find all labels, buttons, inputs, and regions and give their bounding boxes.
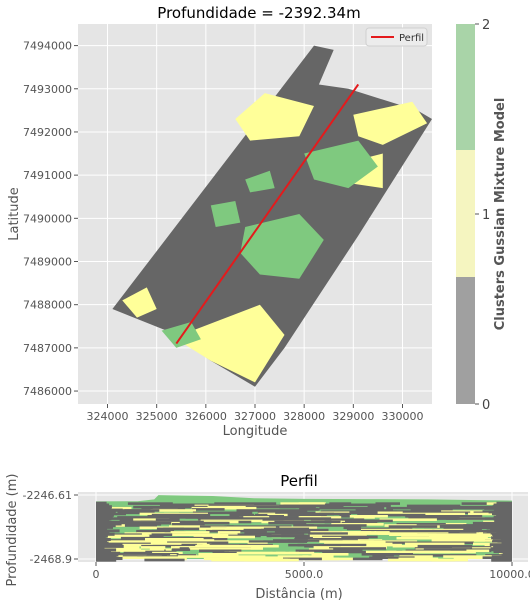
colorbar-segment-0 [456,277,475,404]
profile-cluster-0-band [96,559,116,562]
map-x-tick-label: 324000 [87,410,129,423]
map-y-tick-label: 7490000 [23,212,72,225]
map-y-tick-label: 7494000 [23,40,72,53]
map-y-tick-label: 7486000 [23,385,72,398]
profile-cluster-0-band [267,535,310,538]
cluster-2-region [211,201,241,227]
profile-cluster-0-band [389,525,438,528]
colorbar: 2 1 0 Clusters Gussian Mixture Model [456,18,508,413]
profile-x-axis-label: Distância (m) [255,587,342,602]
profile-cluster-0-band [144,559,184,562]
profile-cluster-1-band [299,502,325,505]
map-y-axis-label: Latitude [7,187,22,241]
profile-x-tick-label: 10000.0 [489,568,530,581]
profile-cluster-0-band [368,505,391,508]
profile-cluster-1-band [354,516,375,519]
profile-section [96,495,512,562]
profile-cluster-1-band [405,543,465,546]
profile-cluster-0-band [386,507,441,510]
profile-cluster-0-band [491,559,512,562]
profile-cluster-1-band [312,553,349,556]
profile-cluster-0-band [148,535,164,538]
colorbar-segment-2 [456,24,475,150]
map-x-tick-label: 329000 [332,410,374,423]
colorbar-tick-1: 1 [482,208,490,223]
map-x-tick-label: 328000 [283,410,325,423]
profile-cluster-1-band [397,537,467,540]
map-y-tick-label: 7492000 [23,126,72,139]
map-x-tick-label: 327000 [234,410,276,423]
profile-plot-area: 0 5000.0 10000.0 -2246.61 -2468.9 Perfil Di… [5,472,530,602]
map-x-tick-label: 330000 [382,410,424,423]
profile-x-tick-label: 0 [93,568,100,581]
profile-x-tick-label: 5000.0 [285,568,324,581]
profile-cluster-1-band [141,546,166,549]
profile-cluster-0-band [407,505,460,508]
profile-cluster-1-band [388,559,450,562]
colorbar-tick-2: 2 [482,18,490,33]
profile-cluster-0-band [249,540,307,543]
profile-y-axis-label: Profundidade (m) [5,474,20,587]
map-y-tick-label: 7491000 [23,169,72,182]
profile-cluster-1-band [172,533,237,536]
map-legend: Perfil [366,28,427,46]
profile-y-tick-label: -2246.61 [23,489,72,502]
profile-cluster-0-band [352,520,393,523]
profile-cluster-1-band [198,553,238,556]
profile-cluster-0-band [432,530,495,533]
map-plot-area: 324000 325000 326000 327000 328000 329000 3300… [7,4,432,439]
legend-label: Perfil [399,33,424,44]
profile-cluster-0-band [288,544,304,547]
profile-cluster-0-band [353,558,383,561]
map-y-ticks: 7486000 7487000 7488000 7489000 7490000 74910… [23,40,78,398]
map-y-tick-label: 7493000 [23,83,72,96]
map-x-tick-label: 326000 [185,410,227,423]
profile-cluster-0-band [156,518,180,521]
map-x-tick-label: 325000 [136,410,178,423]
profile-cluster-1-band [199,528,243,531]
profile-x-ticks: 0 5000.0 10000.0 [93,562,530,581]
colorbar-label: Clusters Gussian Mixture Model [493,98,508,331]
profile-cluster-0-band [308,532,348,535]
map-y-tick-label: 7489000 [23,256,72,269]
profile-y-tick-label: -2468.9 [30,553,72,566]
profile-cluster-1-band [218,531,240,534]
profile-cluster-0-band [172,548,190,551]
profile-cluster-0-band [322,551,370,554]
profile-cluster-1-band [211,559,257,562]
profile-cluster-1-band [276,552,314,555]
profile-cluster-1-band [189,547,263,550]
map-x-axis-label: Longitude [223,424,288,439]
colorbar-segment-1 [456,150,475,277]
map-title: Profundidade = -2392.34m [157,4,360,22]
profile-y-ticks: -2246.61 -2468.9 [23,489,78,566]
profile-cluster-1-band [386,551,450,554]
map-y-tick-label: 7488000 [23,299,72,312]
profile-cluster-0-band [261,529,329,532]
profile-cluster-0-band [306,524,367,527]
profile-cluster-1-band [378,512,403,515]
profile-cluster-0-band [410,515,481,518]
map-y-tick-label: 7487000 [23,342,72,355]
colorbar-tick-0: 0 [482,398,490,413]
profile-cluster-0-band [199,550,241,553]
profile-cluster-0-band [220,517,292,520]
profile-title: Perfil [280,472,318,490]
profile-cluster-0-band [268,522,306,525]
profile-cluster-0-band [192,508,225,511]
profile-cluster-0-band [172,523,205,526]
map-x-ticks: 324000 325000 326000 327000 328000 329000 3300… [87,404,424,423]
profile-cluster-0-band [372,554,394,557]
profile-cluster-1-band [432,539,493,542]
